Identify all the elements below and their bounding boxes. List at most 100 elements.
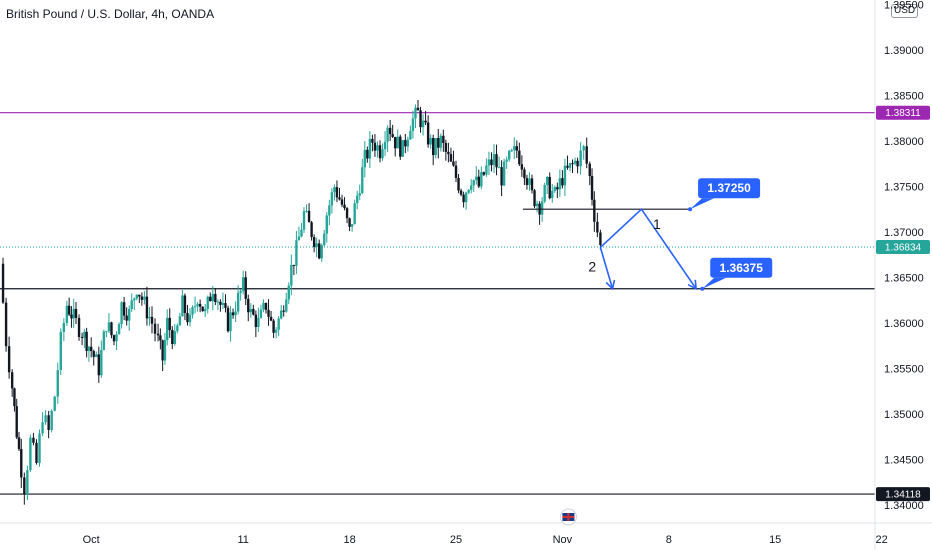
candle-body (107, 322, 111, 332)
candle-body (32, 437, 35, 443)
candle-body (444, 142, 448, 152)
candle-body (249, 308, 252, 313)
time-tick-label: 18 (343, 534, 355, 546)
candle-body (533, 190, 536, 207)
candle-body (229, 312, 232, 332)
candle-body (358, 193, 361, 196)
candle-body (500, 167, 503, 186)
candle-body (105, 331, 108, 333)
candle-body (62, 322, 66, 332)
candle-body (264, 302, 268, 310)
candle-body (305, 210, 308, 212)
candle-body (312, 237, 316, 247)
candle-body (112, 335, 116, 342)
currency-badge[interactable]: USD (891, 4, 919, 18)
candle-body (437, 138, 440, 148)
candle-body (553, 187, 556, 191)
candle-body (454, 165, 458, 178)
candle-body (183, 295, 187, 313)
candle-body (434, 138, 437, 156)
drawings[interactable]: 1 2 1.37250 1.36375 (522, 178, 773, 291)
candle-body (188, 314, 192, 323)
wave-label-2: 2 (588, 258, 596, 274)
level-price-badge (876, 105, 930, 120)
candle-body (315, 243, 318, 247)
candle-body (429, 138, 432, 145)
candle-body (156, 333, 160, 336)
candle-body (307, 210, 311, 223)
candle-body (573, 160, 577, 164)
chart-title: British Pound / U.S. Dollar, 4h, OANDA (6, 7, 215, 21)
candle-body (523, 169, 526, 179)
candle-body (23, 477, 26, 495)
time-axis[interactable]: Oct 11 18 25 Nov 8 15 22 (0, 508, 932, 546)
candle-body (198, 303, 202, 307)
candle-body (161, 340, 164, 361)
candle-body (221, 303, 225, 305)
arrowhead-1 (687, 279, 698, 291)
candle-body (568, 163, 572, 168)
candle-body (130, 300, 133, 310)
projection-path-1[interactable] (599, 207, 697, 290)
candle-body (391, 134, 394, 137)
candle-body (176, 325, 179, 332)
candle-body (582, 146, 585, 151)
candle-body (125, 315, 128, 321)
candle-body (513, 146, 516, 151)
candle-body (447, 151, 450, 155)
current-price-badge (876, 240, 930, 255)
candle-body (548, 177, 551, 199)
candle-body (29, 437, 32, 471)
candle-body (310, 222, 313, 238)
level-price-badge (876, 487, 930, 502)
candle-body (65, 305, 69, 323)
price-tick-label: 1.36500 (884, 272, 924, 284)
candle-body (426, 122, 430, 145)
candle-body (277, 318, 280, 330)
candle-body (150, 316, 154, 324)
candle-body (419, 110, 422, 128)
candle-body (528, 178, 531, 185)
candle-body (17, 437, 21, 450)
time-tick-label: Nov (553, 534, 573, 546)
candle-body (269, 316, 273, 321)
candle-body (404, 140, 407, 147)
candle-body (416, 107, 420, 111)
candle-body (110, 322, 113, 336)
candle-body (145, 296, 149, 319)
price-tick-label: 1.34500 (884, 454, 924, 466)
candle-body (518, 150, 521, 165)
candle-body (363, 149, 366, 168)
price-callout[interactable] (698, 178, 761, 199)
candle-body (204, 308, 207, 312)
candle-body (90, 346, 93, 352)
price-tick-label: 1.39000 (884, 45, 924, 57)
candle-body (472, 180, 475, 186)
candle-body (15, 406, 18, 438)
candle-body (495, 154, 498, 168)
candle-body (330, 192, 334, 206)
candle-body (525, 178, 529, 185)
candle-body (226, 307, 230, 332)
candle-body (7, 346, 11, 373)
candle-body (394, 136, 397, 149)
candle-body (166, 317, 169, 340)
candle-body (563, 165, 567, 186)
candle-body (44, 415, 47, 423)
candle-body (502, 161, 506, 186)
candle-body (143, 296, 146, 300)
price-callout[interactable] (710, 257, 773, 278)
candle-body (576, 160, 579, 167)
price-axis[interactable]: 1.34000 1.34500 1.35000 1.35500 1.36000 1.365… (874, 0, 924, 550)
price-tick-label: 1.35000 (884, 409, 924, 421)
candle-body (53, 396, 56, 411)
candle-body (492, 154, 496, 166)
candle-body (224, 303, 227, 308)
current-price-label: 1.36834 (885, 243, 922, 254)
candle-body (72, 308, 75, 319)
candle-body (543, 185, 546, 202)
projection-path-2[interactable] (599, 247, 614, 290)
candle-body (406, 139, 410, 147)
candle-body (464, 192, 468, 203)
